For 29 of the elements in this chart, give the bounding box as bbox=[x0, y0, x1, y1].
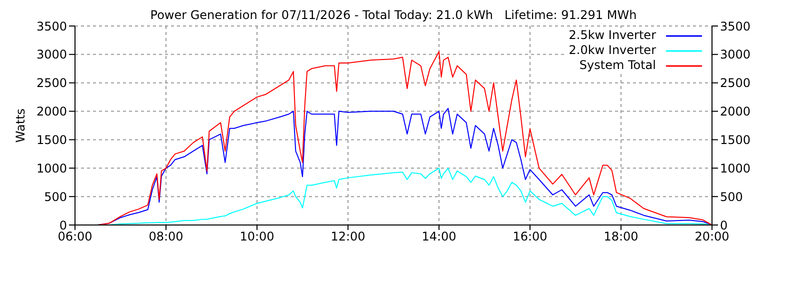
y-tick-label: 2000 bbox=[36, 104, 67, 119]
y-tick-label: 1500 bbox=[36, 132, 67, 147]
y2-tick-label: 500 bbox=[720, 190, 743, 204]
y-tick-label: 0 bbox=[59, 218, 67, 232]
y-tick-label: 2500 bbox=[36, 76, 67, 90]
y2-tick-label: 3500 bbox=[720, 19, 751, 34]
x-tick-label: 06:00 bbox=[58, 230, 92, 244]
y2-tick-label: 2000 bbox=[720, 104, 751, 119]
chart-title: Power Generation for 07/11/2026 - Total Today: 21.0 kWh Lifetime: 91.291 MWh bbox=[149, 8, 638, 22]
x-tick-label: 18:00 bbox=[604, 230, 638, 244]
y-axis-title: Watts bbox=[13, 108, 28, 143]
x-tick-label: 12:00 bbox=[330, 230, 366, 244]
y2-tick-label: 2500 bbox=[720, 76, 751, 90]
y2-tick-label: 0 bbox=[720, 218, 728, 232]
y-tick-label: 1000 bbox=[36, 161, 67, 176]
y2-tick-label: 3000 bbox=[720, 48, 751, 62]
y-tick-label: 500 bbox=[44, 190, 67, 204]
x-tick-label: 16:00 bbox=[512, 230, 548, 244]
x-tick-label: 20:00 bbox=[694, 230, 730, 244]
x-tick-label: 10:00 bbox=[240, 230, 274, 244]
x-tick-label: 14:00 bbox=[422, 230, 456, 244]
y2-tick-label: 1000 bbox=[720, 161, 751, 176]
y-tick-label: 3000 bbox=[36, 48, 67, 62]
legend-label: 2.0kw Inverter bbox=[568, 43, 656, 58]
legend-label: System Total bbox=[579, 58, 656, 73]
y-tick-label: 3500 bbox=[36, 19, 67, 34]
y2-tick-label: 1500 bbox=[720, 132, 751, 147]
legend-label: 2.5kw Inverter bbox=[568, 28, 656, 43]
x-tick-label: 08:00 bbox=[148, 230, 184, 244]
